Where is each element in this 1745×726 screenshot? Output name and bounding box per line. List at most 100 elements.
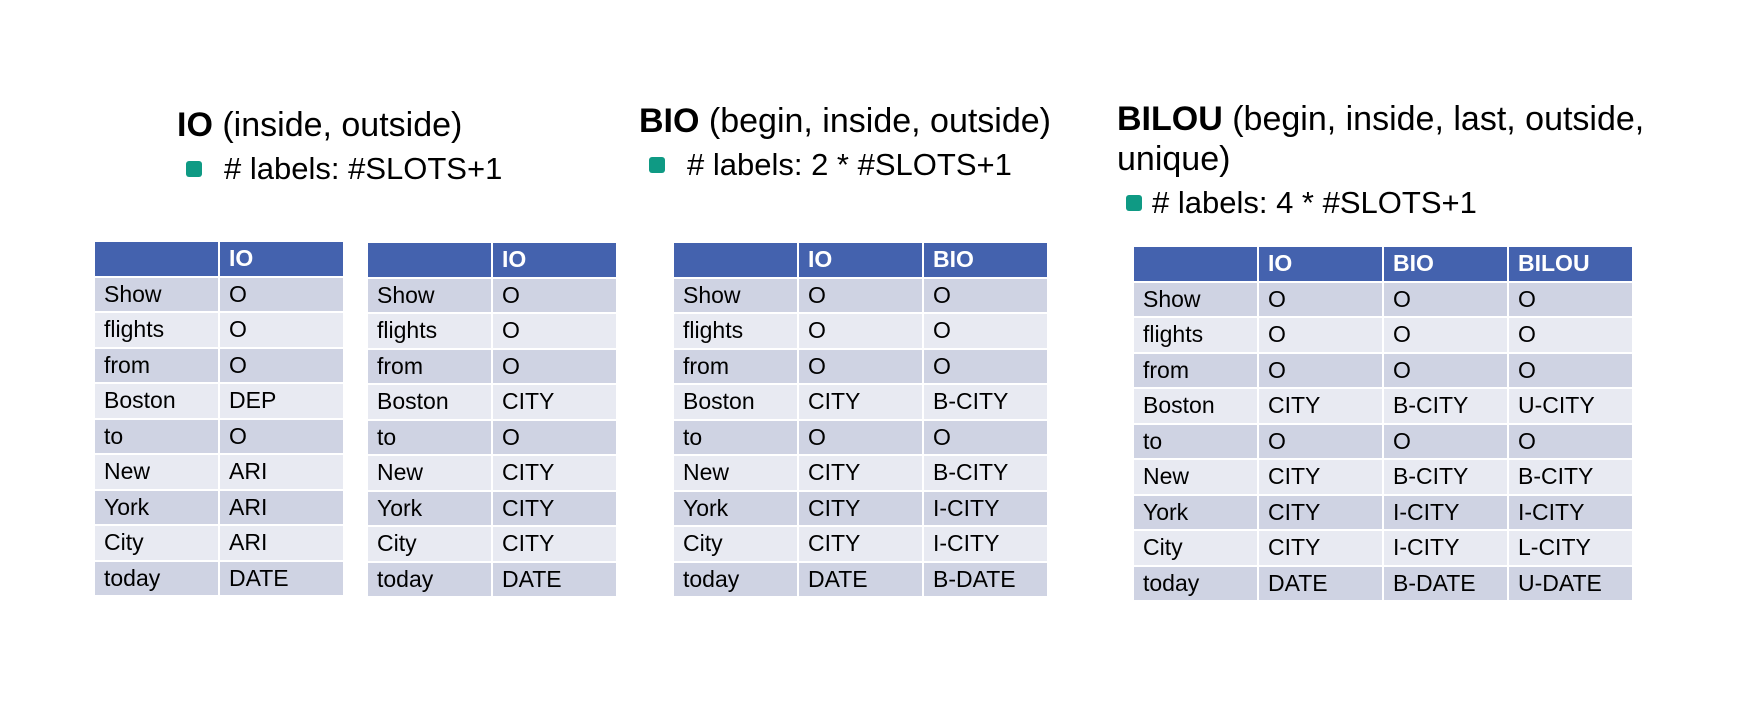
token-cell: York — [1132, 493, 1259, 531]
label-cell: I-CITY — [922, 525, 1049, 563]
table-row: to O O — [672, 418, 1049, 456]
label-cell: O — [1507, 280, 1634, 318]
table-row: to O — [93, 417, 345, 455]
token-cell: to — [1132, 422, 1259, 460]
label-cell: O — [218, 275, 345, 313]
table-header-row: IO BIO BILOU — [1132, 245, 1634, 283]
table-row: from O — [366, 347, 618, 385]
token-cell: Show — [672, 276, 799, 314]
bilou-bullet: # labels: 4 * #SLOTS+1 — [1126, 185, 1477, 221]
label-cell: B-DATE — [1382, 564, 1509, 602]
table-row: from O O — [672, 347, 1049, 385]
table-header-row: IO BIO — [672, 241, 1049, 279]
table-header-row: IO — [93, 240, 345, 278]
table-header-cell — [1132, 245, 1259, 283]
token-cell: from — [1132, 351, 1259, 389]
table-row: York CITY I-CITY — [672, 489, 1049, 527]
token-cell: City — [1132, 529, 1259, 567]
bilou-heading-description-line2: unique) — [1117, 140, 1231, 178]
label-cell: L-CITY — [1507, 529, 1634, 567]
label-cell: B-CITY — [1507, 458, 1634, 496]
token-cell: New — [366, 454, 493, 492]
token-cell: today — [1132, 564, 1259, 602]
label-cell: O — [922, 347, 1049, 385]
bio-heading-description: (begin, inside, outside) — [699, 102, 1051, 140]
label-cell: O — [797, 312, 924, 350]
table-header-cell: BILOU — [1507, 245, 1634, 283]
table-row: flights O O O — [1132, 316, 1634, 354]
table-row: City CITY I-CITY — [672, 525, 1049, 563]
token-cell: today — [366, 560, 493, 598]
token-cell: Boston — [672, 383, 799, 421]
token-cell: from — [672, 347, 799, 385]
token-cell: New — [672, 454, 799, 492]
io-city-tagging-table: IO Show O flights O from O Boston CITY to O N… — [366, 241, 618, 598]
token-cell: from — [93, 346, 220, 384]
bio-bullet: # labels: 2 * #SLOTS+1 — [649, 147, 1012, 183]
label-cell: CITY — [491, 454, 618, 492]
token-cell: New — [93, 453, 220, 491]
label-cell: CITY — [491, 383, 618, 421]
label-cell: CITY — [1257, 387, 1384, 425]
label-cell: O — [797, 276, 924, 314]
table-row: York ARI — [93, 488, 345, 526]
label-cell: O — [1507, 316, 1634, 354]
token-cell: City — [366, 525, 493, 563]
table-header-cell: BIO — [1382, 245, 1509, 283]
table-row: York CITY — [366, 489, 618, 527]
label-cell: CITY — [797, 454, 924, 492]
table-header-cell — [672, 241, 799, 279]
token-cell: Show — [93, 275, 220, 313]
table-row: Boston CITY — [366, 383, 618, 421]
table-row: City CITY — [366, 525, 618, 563]
table-row: to O O O — [1132, 422, 1634, 460]
token-cell: Boston — [366, 383, 493, 421]
label-cell: O — [218, 417, 345, 455]
token-cell: flights — [366, 312, 493, 350]
table-row: Boston CITY B-CITY — [672, 383, 1049, 421]
token-cell: flights — [672, 312, 799, 350]
table-row: Show O O O — [1132, 280, 1634, 318]
label-cell: O — [922, 276, 1049, 314]
token-cell: City — [93, 524, 220, 562]
label-cell: I-CITY — [1382, 493, 1509, 531]
bio-heading: BIO (begin, inside, outside) — [639, 101, 1051, 141]
table-header-cell: BIO — [922, 241, 1049, 279]
table-row: from O — [93, 346, 345, 384]
table-header-cell: IO — [491, 241, 618, 279]
table-row: Boston DEP — [93, 382, 345, 420]
label-cell: O — [797, 418, 924, 456]
label-cell: U-DATE — [1507, 564, 1634, 602]
table-header-cell — [366, 241, 493, 279]
label-cell: CITY — [797, 489, 924, 527]
table-row: New CITY B-CITY B-CITY — [1132, 458, 1634, 496]
label-cell: O — [1257, 316, 1384, 354]
table-row: flights O — [366, 312, 618, 350]
table-header-cell — [93, 240, 220, 278]
io-heading-description: (inside, outside) — [212, 106, 463, 144]
io-tagging-table: IO Show O flights O from O Boston DEP to O Ne… — [93, 240, 345, 597]
label-cell: U-CITY — [1507, 387, 1634, 425]
table-row: New CITY B-CITY — [672, 454, 1049, 492]
label-cell: O — [491, 276, 618, 314]
table-row: Show O — [366, 276, 618, 314]
bilou-heading-title: BILOU — [1117, 100, 1223, 138]
token-cell: Show — [366, 276, 493, 314]
bilou-bullet-text: # labels: 4 * #SLOTS+1 — [1152, 185, 1477, 220]
label-cell: O — [1382, 280, 1509, 318]
token-cell: flights — [1132, 316, 1259, 354]
label-cell: O — [1257, 280, 1384, 318]
label-cell: O — [797, 347, 924, 385]
label-cell: O — [922, 418, 1049, 456]
token-cell: Boston — [1132, 387, 1259, 425]
label-cell: O — [218, 311, 345, 349]
label-cell: O — [491, 312, 618, 350]
table-row: flights O — [93, 311, 345, 349]
table-row: to O — [366, 418, 618, 456]
token-cell: flights — [93, 311, 220, 349]
bilou-heading-description-line1: (begin, inside, last, outside, — [1222, 100, 1645, 138]
token-cell: Boston — [93, 382, 220, 420]
label-cell: I-CITY — [1382, 529, 1509, 567]
token-cell: York — [93, 488, 220, 526]
bilou-heading: BILOU (begin, inside, last, outside, — [1117, 99, 1644, 139]
